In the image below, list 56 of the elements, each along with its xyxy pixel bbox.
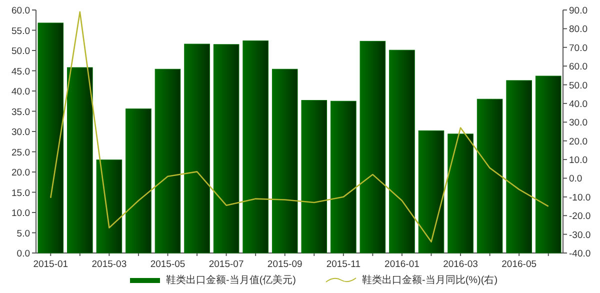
y2-tick-label: 50.0	[569, 80, 588, 92]
y2-tick-label: 70.0	[569, 42, 588, 54]
legend-label: 鞋类出口金额-当月值(亿美元)	[166, 274, 296, 286]
bar	[272, 68, 298, 254]
bar	[448, 134, 474, 254]
bar	[242, 40, 268, 254]
y-tick-label: 50.0	[12, 46, 30, 57]
y2-tick-label: 30.0	[569, 118, 588, 129]
y-tick-label: 40.0	[12, 86, 30, 98]
y2-tick-label: 90.0	[569, 6, 588, 16]
bar	[360, 40, 386, 254]
bar	[184, 44, 210, 254]
y2-tick-label: -10.0	[569, 192, 591, 204]
y-tick-label: 5.0	[16, 228, 30, 240]
bar	[301, 100, 328, 254]
bar	[213, 44, 240, 254]
y2-tick-label: -40.0	[569, 248, 591, 260]
x-tick-label: 2015-11	[326, 259, 361, 270]
y2-tick-label: -20.0	[569, 211, 591, 222]
x-tick-label: 2016-01	[384, 259, 420, 270]
y-tick-label: 20.0	[12, 168, 30, 178]
bar	[126, 108, 152, 254]
y-tick-label: 10.0	[12, 208, 30, 219]
x-tick-label: 2016-03	[443, 259, 478, 270]
y-tick-label: 60.0	[12, 6, 30, 16]
x-tick-label: 2015-07	[208, 259, 244, 270]
y2-tick-label: 10.0	[569, 155, 588, 166]
y2-tick-label: 40.0	[569, 98, 588, 110]
y-tick-label: 0.0	[16, 248, 30, 260]
y-tick-label: 15.0	[12, 188, 30, 199]
y2-tick-label: 80.0	[569, 24, 588, 36]
y-tick-label: 25.0	[12, 147, 30, 158]
bar	[38, 22, 64, 254]
bar	[535, 76, 562, 254]
y-tick-label: 45.0	[12, 66, 30, 78]
bar	[389, 50, 415, 254]
y-tick-label: 30.0	[12, 127, 30, 138]
y-tick-label: 55.0	[12, 26, 30, 37]
y2-tick-label: 60.0	[569, 62, 588, 73]
y2-tick-label: -30.0	[569, 230, 591, 241]
y2-tick-label: 0.0	[569, 174, 582, 185]
bar	[330, 100, 356, 254]
y-tick-label: 35.0	[12, 106, 30, 118]
x-tick-label: 2015-05	[150, 259, 186, 270]
bar	[154, 68, 181, 254]
x-tick-label: 2015-03	[92, 259, 127, 270]
bar	[96, 160, 122, 254]
bar	[67, 67, 93, 254]
bar	[418, 130, 444, 254]
x-tick-label: 2015-01	[33, 259, 68, 270]
x-tick-label: 2016-05	[502, 259, 537, 270]
bar	[476, 98, 503, 254]
x-tick-label: 2015-09	[267, 259, 302, 270]
bar	[506, 80, 532, 254]
legend-label: 鞋类出口金额-当月同比(%)(右)	[362, 274, 498, 286]
y2-tick-label: 20.0	[569, 136, 588, 148]
